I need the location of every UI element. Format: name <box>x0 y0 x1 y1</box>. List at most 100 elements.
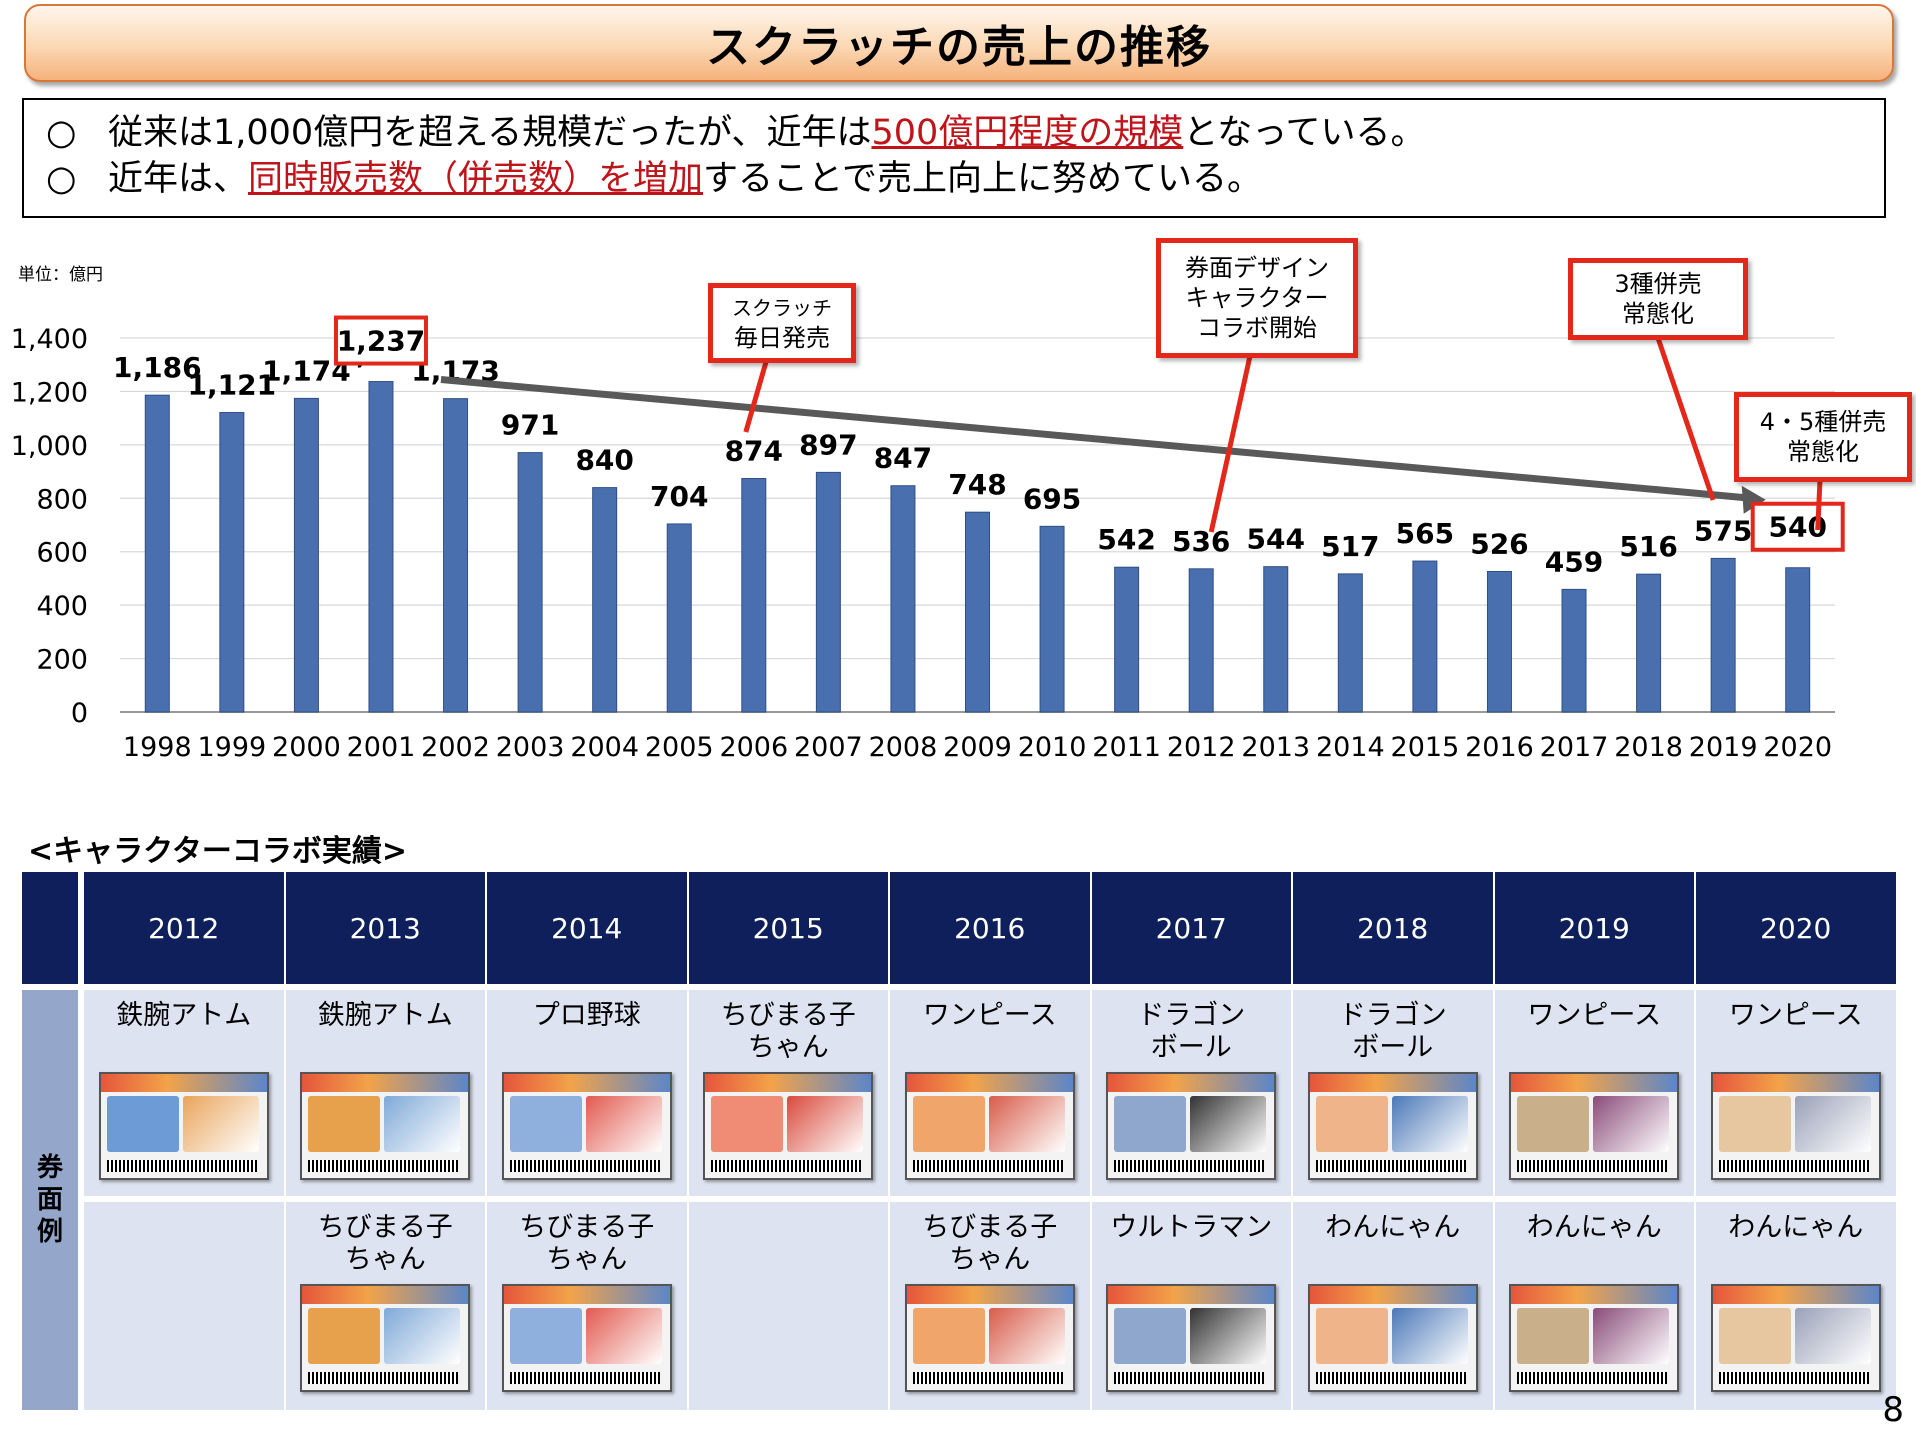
ticket-image <box>904 1072 1075 1180</box>
callout-text: 3種併売 <box>1614 270 1702 298</box>
ticket-part <box>1517 1096 1590 1152</box>
ticket-part <box>1114 1096 1187 1152</box>
ticket-part <box>1712 1286 1879 1304</box>
year-header-2017: 2017 <box>1091 872 1291 984</box>
ticket-part <box>308 1308 381 1364</box>
value-label-2016: 526 <box>1470 527 1528 560</box>
year-header-2012: 2012 <box>84 872 284 984</box>
ticket-part <box>1391 1308 1468 1364</box>
ticket-part <box>1108 1074 1275 1092</box>
year-header-2014: 2014 <box>487 872 687 984</box>
ticket-part <box>308 1372 459 1384</box>
ticket-part <box>1718 1372 1869 1384</box>
bar-2000 <box>293 397 319 713</box>
character-name: ちびまる子 ちゃん <box>720 1000 856 1063</box>
character-name: ワンピース <box>922 1000 1057 1031</box>
x-tick-label: 2017 <box>1540 732 1609 763</box>
value-label-1999: 1,121 <box>188 369 277 402</box>
ticket-image <box>501 1284 672 1392</box>
bar-2003 <box>517 452 543 713</box>
x-tick-label: 1999 <box>197 732 266 763</box>
bar-2004 <box>592 487 618 713</box>
ticket-part <box>1712 1074 1879 1092</box>
callout-text: 4・5種併売 <box>1759 408 1887 436</box>
character-name: ワンピース <box>1527 1000 1662 1031</box>
value-label-2009: 748 <box>948 468 1006 501</box>
ticket-image <box>1307 1072 1478 1180</box>
year-header-2015: 2015 <box>688 872 888 984</box>
ticket-image <box>1710 1072 1881 1180</box>
x-tick-label: 1998 <box>123 732 192 763</box>
ticket-part <box>1315 1308 1388 1364</box>
ticket-part <box>182 1096 259 1152</box>
ticket-part <box>1190 1096 1267 1152</box>
trend-arrow-line <box>440 376 1747 502</box>
value-label-2004: 840 <box>575 444 633 477</box>
character-name: ドラゴン ボール <box>1137 1000 1246 1063</box>
y-tick-label: 200 <box>36 645 88 676</box>
note-text: 従来は1,000億円を超える規模だったが、近年は <box>108 113 872 153</box>
ticket-part <box>1114 1160 1265 1172</box>
ticket-part <box>384 1096 461 1152</box>
ticket-part <box>912 1308 985 1364</box>
ticket-part <box>302 1286 469 1304</box>
ticket-part <box>1593 1096 1670 1152</box>
ticket-image <box>703 1072 874 1180</box>
x-tick-label: 2005 <box>645 732 714 763</box>
y-tick-label: 600 <box>36 538 88 569</box>
bar-2013 <box>1263 566 1289 713</box>
ticket-part <box>585 1096 662 1152</box>
character-name: ちびまる子 ちゃん <box>317 1212 453 1275</box>
ticket-part <box>1511 1286 1678 1304</box>
ticket-part <box>1315 1096 1388 1152</box>
bar-2014 <box>1337 573 1363 713</box>
year-header-2018: 2018 <box>1293 872 1493 984</box>
collab-cell-2020-2: わんにゃん <box>1696 1202 1896 1410</box>
x-tick-label: 2014 <box>1316 732 1385 763</box>
callout-connector <box>743 361 769 433</box>
ticket-part <box>1517 1160 1668 1172</box>
ticket-part <box>100 1074 267 1092</box>
character-name: わんにゃん <box>1325 1212 1461 1243</box>
collab-cell-2012-2 <box>84 1202 284 1410</box>
callout-four-five-kinds: 4・5種併売 常態化 <box>1734 392 1912 482</box>
value-label-2014: 517 <box>1321 530 1379 563</box>
value-label-2012: 536 <box>1172 525 1230 558</box>
highlight-box-2001 <box>333 315 428 366</box>
page-title: スクラッチの売上の推移 <box>706 22 1212 73</box>
x-tick-label: 2010 <box>1018 732 1087 763</box>
x-tick-label: 2006 <box>719 732 788 763</box>
collab-cell-2014-2: ちびまる子 ちゃん <box>487 1202 687 1410</box>
ticket-part <box>988 1308 1065 1364</box>
bar-2008 <box>890 485 916 713</box>
character-name: わんにゃん <box>1526 1212 1662 1243</box>
ticket-part <box>509 1160 660 1172</box>
ticket-part <box>787 1096 864 1152</box>
ticket-part <box>1517 1372 1668 1384</box>
year-header-2020: 2020 <box>1696 872 1896 984</box>
bar-2006 <box>741 478 767 713</box>
page-number: 8 <box>1882 1390 1904 1430</box>
ticket-part <box>912 1096 985 1152</box>
character-name: ウルトラマン <box>1110 1212 1273 1243</box>
ticket-part <box>106 1096 179 1152</box>
bar-2016 <box>1486 570 1512 713</box>
x-tick-label: 2008 <box>869 732 938 763</box>
x-tick-label: 2000 <box>272 732 341 763</box>
ticket-part <box>1511 1074 1678 1092</box>
side-char: 面 <box>36 1185 63 1215</box>
collab-cell-2017-1: ドラゴン ボール <box>1091 990 1291 1196</box>
value-label-2015: 565 <box>1396 517 1454 550</box>
ticket-part <box>1718 1160 1869 1172</box>
bullet-icon: ○ <box>46 159 77 199</box>
ticket-part <box>1108 1286 1275 1304</box>
ticket-part <box>906 1074 1073 1092</box>
callout-connector <box>1208 355 1253 533</box>
ticket-part <box>106 1160 257 1172</box>
note-highlight: 500億円程度の規模 <box>871 113 1184 153</box>
side-char: 例 <box>36 1217 63 1247</box>
y-tick-label: 800 <box>36 484 88 515</box>
ticket-part <box>711 1160 862 1172</box>
character-name: ワンピース <box>1728 1000 1863 1031</box>
side-char: 券 <box>36 1153 63 1183</box>
